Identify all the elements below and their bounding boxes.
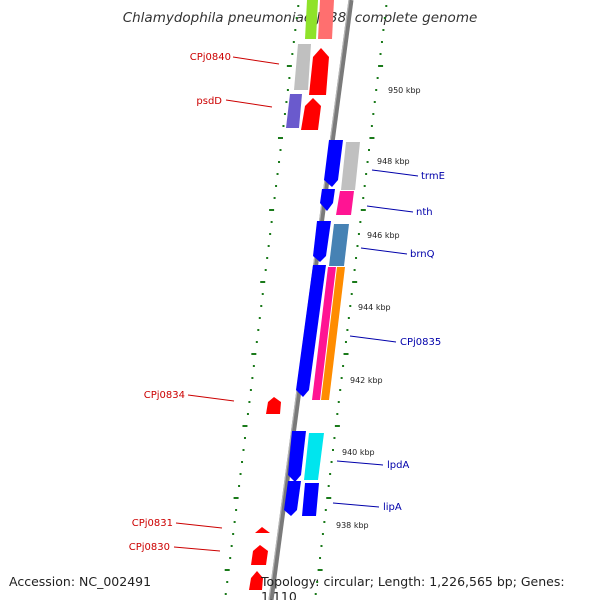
ruler-label-944: 944 kbp bbox=[358, 303, 391, 312]
gene-label-cpj0835: CPj0835 bbox=[400, 337, 441, 348]
gene-label-lipa: lipA bbox=[383, 502, 402, 513]
gene-label-trme: trmE bbox=[421, 171, 445, 182]
gene-feature-cpj0831-arrow bbox=[255, 527, 270, 533]
ruler-label-942: 942 kbp bbox=[350, 376, 383, 385]
gene-feature-cpj0840-arrow bbox=[309, 48, 329, 95]
leader-cpj0834 bbox=[187, 394, 235, 402]
gene-label-cpj0834: CPj0834 bbox=[144, 390, 185, 401]
gene-feature-lpda-cyan bbox=[304, 433, 324, 480]
leader-brnq bbox=[360, 247, 408, 255]
gene-feature-psdd-arrow bbox=[301, 98, 321, 130]
gene-feature-trme-blue bbox=[324, 140, 343, 187]
gene-feature-trme-grey bbox=[341, 142, 360, 190]
leader-cpj0830 bbox=[173, 546, 221, 552]
gene-feature-nth-pink bbox=[336, 191, 354, 215]
gene-label-psdd: psdD bbox=[196, 96, 222, 107]
gene-feature-brnq-blue bbox=[313, 221, 331, 262]
gene-feature-cpj0835-pink bbox=[312, 267, 336, 400]
reverse-strand-features bbox=[249, 0, 334, 590]
leader-trme bbox=[371, 169, 419, 177]
gene-feature-lpda-blue bbox=[288, 431, 306, 482]
gene-feature-cpj0835-orange bbox=[321, 267, 345, 400]
forward-strand-features bbox=[284, 140, 360, 516]
ruler-label-938: 938 kbp bbox=[336, 521, 369, 530]
gene-feature-bottom-arrow bbox=[249, 571, 263, 590]
gene-feature-lipa-blue bbox=[284, 481, 301, 516]
gene-feature-cpj0840-grey bbox=[294, 44, 311, 90]
leader-lpda bbox=[336, 460, 384, 466]
ruler-label-948: 948 kbp bbox=[377, 157, 410, 166]
leader-cpj0835 bbox=[349, 335, 397, 343]
gene-feature-cpj0834-arrow bbox=[266, 397, 281, 414]
gene-feature-lipa-blue2 bbox=[302, 483, 319, 516]
leader-cpj0831 bbox=[175, 522, 223, 529]
gene-feature-nth-blue bbox=[320, 189, 335, 211]
gene-label-cpj0840: CPj0840 bbox=[190, 52, 231, 63]
tick-marks bbox=[224, 5, 388, 595]
label-leader-lines bbox=[173, 56, 419, 552]
gene-feature-cpj0835-blue bbox=[296, 265, 326, 397]
accession-text: Accession: NC_002491 bbox=[9, 574, 152, 589]
leader-lipa bbox=[332, 502, 380, 508]
ruler-label-946: 946 kbp bbox=[367, 231, 400, 240]
gene-label-brnq: brnQ bbox=[410, 249, 435, 260]
gene-feature-top-red bbox=[318, 0, 334, 39]
gene-label-lpda: lpdA bbox=[387, 460, 409, 471]
topology-text: Topology: circular; Length: 1,226,565 bp… bbox=[261, 574, 565, 600]
ruler-label-940: 940 kbp bbox=[342, 448, 375, 457]
gene-feature-cpj0830-arrow bbox=[251, 545, 268, 565]
leader-cpj0840 bbox=[232, 56, 280, 65]
gene-label-nth: nth bbox=[416, 207, 433, 218]
gene-label-cpj0830: CPj0830 bbox=[129, 542, 170, 553]
gene-feature-brnq-steel bbox=[329, 224, 349, 266]
map-title: Chlamydophila pneumoniae J138, complete … bbox=[122, 10, 478, 26]
gene-feature-top-green bbox=[305, 0, 318, 39]
ruler-label-950: 950 kbp bbox=[388, 86, 421, 95]
leader-psdd bbox=[225, 99, 273, 108]
gene-feature-psdd-purple bbox=[286, 94, 302, 128]
gene-label-cpj0831: CPj0831 bbox=[132, 518, 173, 529]
leader-nth bbox=[366, 205, 414, 213]
